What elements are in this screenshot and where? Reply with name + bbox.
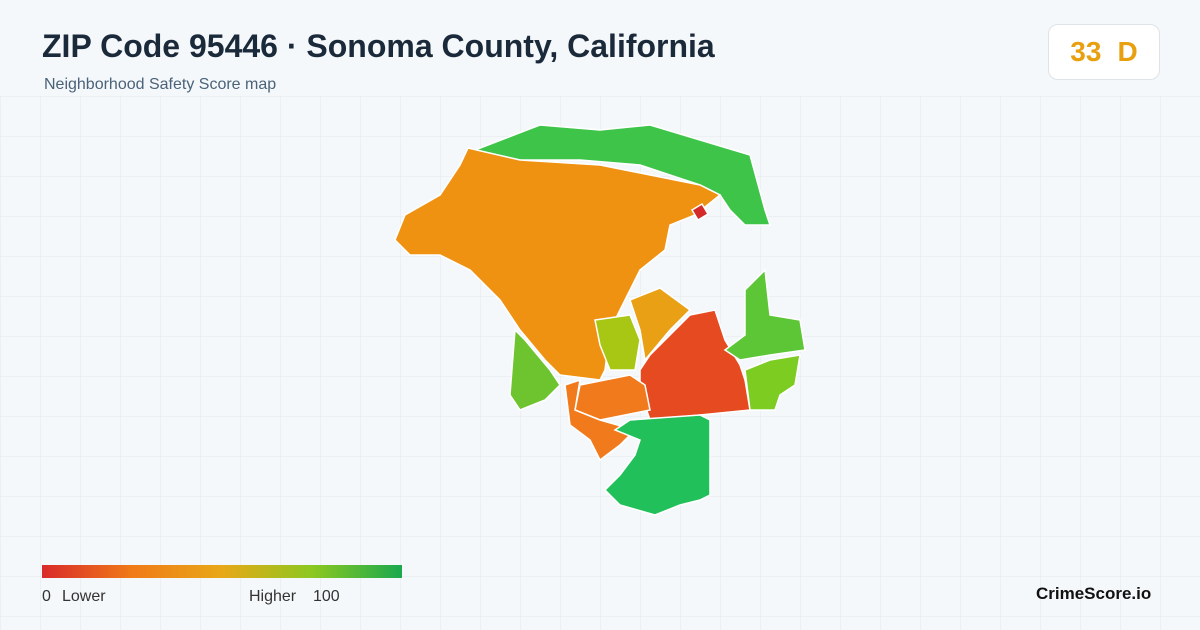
legend-bar <box>42 565 402 578</box>
score: 33 <box>1070 36 1102 67</box>
region <box>690 202 710 222</box>
title: ZIP Code 95446 · Sonoma County, Californ… <box>42 28 715 64</box>
region <box>629 287 692 362</box>
region <box>564 378 637 462</box>
score-badge: 33 D <box>1048 24 1160 80</box>
region <box>509 328 561 411</box>
brand: CrimeScore.io <box>1036 584 1152 603</box>
region <box>744 354 801 411</box>
subtitle: Neighborhood Safety Score map <box>44 76 277 93</box>
region <box>594 314 641 371</box>
region <box>603 414 711 516</box>
region <box>472 124 772 226</box>
region <box>723 268 806 361</box>
grade: D <box>1117 36 1138 67</box>
legend-max: 100 <box>313 588 340 605</box>
legend-min: 0 <box>42 588 51 605</box>
legend-min-label: Lower <box>62 588 106 605</box>
legend-max-label: Higher <box>249 588 297 605</box>
region <box>394 147 722 381</box>
